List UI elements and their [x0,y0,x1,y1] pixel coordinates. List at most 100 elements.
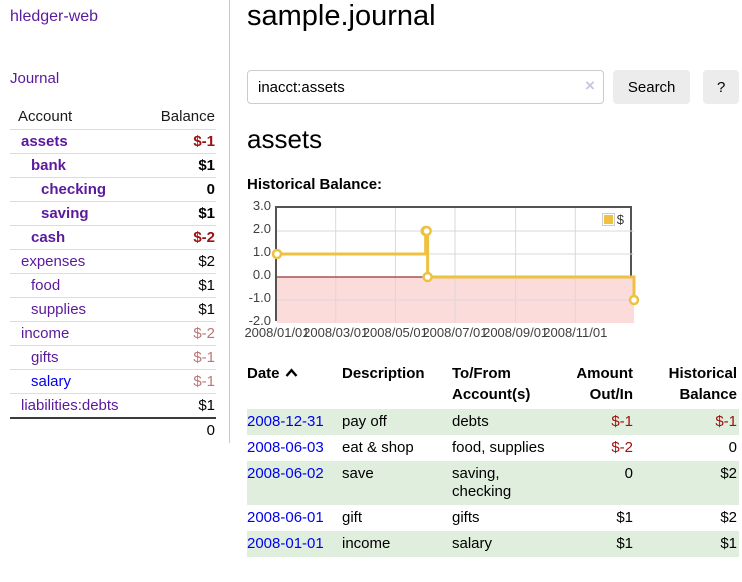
legend-label: $ [616,212,624,227]
account-link-expenses[interactable]: expenses [21,253,86,270]
account-balance: $-1 [140,369,216,394]
transaction-amount: 0 [624,465,633,482]
account-row: expenses $2 [10,249,216,274]
x-axis-tick-label: 2008/01/01 [244,325,310,340]
register-header-description: Description [342,365,425,382]
account-balance: $-1 [140,129,216,154]
account-link-checking[interactable]: checking [41,181,107,198]
transaction-date-link[interactable]: 2008-06-03 [247,439,324,456]
register-row: 2008-06-01 gift gifts $1 $2 [247,505,739,531]
clear-search-icon[interactable]: × [584,76,595,95]
account-link-saving[interactable]: saving [41,205,89,222]
chart-series [271,208,640,323]
account-row: food $1 [10,273,216,298]
account-balance: $-1 [140,345,216,370]
account-link-assets[interactable]: assets [21,133,68,150]
sidebar-item-journal[interactable]: Journal [10,70,60,87]
page-title: sample.journal [247,0,436,32]
transaction-description: income [342,535,391,552]
sort-ascending-icon [285,363,298,384]
account-balance: $-2 [140,321,216,346]
account-row: assets $-1 [10,129,216,154]
y-axis-tick-label: 2.0 [252,221,271,236]
account-balance: $1 [140,273,216,298]
transaction-amount: $-1 [611,413,633,430]
transaction-date-link[interactable]: 2008-12-31 [247,413,324,430]
account-link-food[interactable]: food [31,277,61,294]
account-balance: $1 [140,201,216,226]
search-form: × Search ? [247,70,739,104]
account-row: cash $-2 [10,225,216,250]
account-heading: assets [247,124,323,154]
chart-plot-area[interactable]: $ [271,206,640,323]
account-balance: $1 [140,153,216,178]
transaction-date-link[interactable]: 2008-06-01 [247,509,324,526]
register-table: Date Description To/From Account(s) Amou… [247,361,739,557]
account-row: saving $1 [10,201,216,226]
y-axis-tick-label: 3.0 [252,198,271,213]
x-axis-tick-label: 2008/07/01 [422,325,488,340]
main-content: sample.journal × Search ? assets Histori… [244,0,739,582]
register-row: 2008-06-03 eat & shop food, supplies $-2… [247,435,739,461]
transaction-description: pay off [342,413,387,430]
accounts-header-balance: Balance [160,108,215,125]
register-row: 2008-01-01 income salary $1 $1 [247,531,739,557]
account-link-salary[interactable]: salary [31,373,72,390]
transaction-amount: $1 [616,535,633,552]
search-input[interactable] [247,70,604,104]
transaction-date-link[interactable]: 2008-06-02 [247,465,324,482]
account-row: supplies $1 [10,297,216,322]
account-row: liabilities:debts $1 [10,393,216,418]
x-axis-tick-label: 2008/09/01 [483,325,549,340]
transaction-amount: $1 [616,509,633,526]
transaction-balance: $1 [720,535,737,552]
transaction-amount: $-2 [611,439,633,456]
chart-title: Historical Balance: [247,176,383,193]
register-header-account: To/From Account(s) [452,365,531,403]
account-link-supplies[interactable]: supplies [31,301,87,318]
account-link-gifts[interactable]: gifts [31,349,59,366]
help-button[interactable]: ? [703,70,739,104]
transaction-description: eat & shop [342,439,414,456]
transaction-balance: $2 [720,509,737,526]
register-header-row: Date Description To/From Account(s) Amou… [247,361,739,409]
account-balance: $1 [140,393,216,418]
account-balance: $-2 [140,225,216,250]
account-link-cash[interactable]: cash [31,229,66,246]
sidebar: hledger-web Journal Account Balance asse… [0,0,230,443]
register-row: 2008-06-02 save saving, checking 0 $2 [247,461,739,505]
account-link-liabilities-debts[interactable]: liabilities:debts [21,397,119,414]
chart-legend: $ [600,211,625,228]
account-link-bank[interactable]: bank [31,157,67,174]
app-title[interactable]: hledger-web [10,8,99,25]
account-row: salary $-1 [10,369,216,394]
register-row: 2008-12-31 pay off debts $-1 $-1 [247,409,739,435]
y-axis-tick-label: 0.0 [252,267,271,282]
transaction-balance: $-1 [715,413,737,430]
transaction-accounts: saving, checking [452,465,512,500]
accounts-header-row: Account Balance [10,105,216,130]
transaction-accounts: food, supplies [452,439,545,456]
transaction-balance: 0 [728,439,737,456]
search-button[interactable]: Search [612,70,691,104]
register-header-amount: Amount Out/In [576,365,633,403]
accounts-table: Account Balance assets $-1 bank $1 check… [10,105,216,442]
account-row: checking 0 [10,177,216,202]
transaction-balance: $2 [720,465,737,482]
account-row: bank $1 [10,153,216,178]
transaction-description: save [342,465,374,482]
accounts-total-row: 0 [10,417,216,442]
account-balance: $1 [140,297,216,322]
account-link-income[interactable]: income [21,325,70,342]
y-axis-tick-label: 1.0 [252,244,271,259]
y-axis-tick-label: -1.0 [248,290,271,305]
account-row: gifts $-1 [10,345,216,370]
register-header-date[interactable]: Date [247,361,342,409]
transaction-accounts: salary [452,535,493,552]
transaction-accounts: gifts [452,509,480,526]
transaction-date-link[interactable]: 2008-01-01 [247,535,324,552]
search-box: × [247,70,604,104]
historical-balance-chart: 3.0 2.0 1.0 0.0 -1.0 -2.0 $ 2008/01/01 2008/03… [244,198,739,343]
x-axis-tick-label: 2008/05/01 [362,325,428,340]
legend-swatch-icon [601,213,615,226]
